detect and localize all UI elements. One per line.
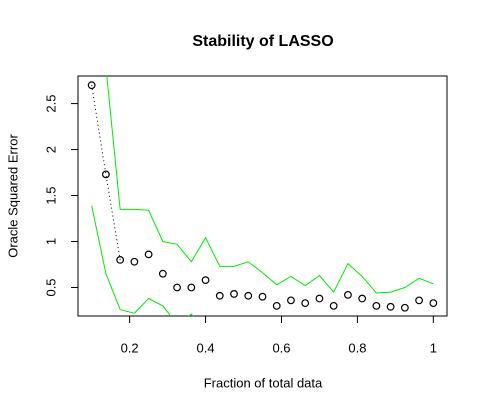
x-tick-label: 0.4 [197, 340, 215, 355]
series-line [91, 205, 194, 316]
x-tick-label: 0.2 [121, 340, 139, 355]
y-tick-label: 2 [43, 146, 58, 153]
data-point [201, 276, 210, 285]
x-tick-label: 1 [430, 340, 437, 355]
y-axis-label: Oracle Squared Error [5, 134, 20, 258]
data-point [287, 296, 295, 305]
y-tick-label: 2.5 [43, 95, 58, 113]
chart-title: Stability of LASSO [192, 33, 333, 50]
data-point [386, 302, 395, 311]
data-point [158, 269, 167, 278]
y-tick-label: 1 [43, 238, 58, 245]
data-point [329, 301, 338, 310]
data-point [215, 291, 224, 300]
series-line [106, 76, 434, 294]
data-point [415, 296, 423, 305]
data-point [130, 257, 139, 266]
data-point [102, 170, 110, 179]
x-tick-label: 0.8 [348, 340, 366, 355]
data-point [144, 250, 153, 259]
data-point [187, 283, 196, 292]
y-tick-label: 0.5 [43, 278, 58, 296]
series-line [91, 85, 121, 260]
data-point [244, 291, 253, 300]
x-axis-label: Fraction of total data [204, 375, 323, 390]
y-tick-label: 1.5 [43, 187, 58, 205]
data-point [429, 299, 438, 308]
data-point [358, 294, 367, 303]
data-point [258, 292, 267, 301]
plot-box [77, 75, 448, 317]
x-tick-label: 0.6 [272, 340, 290, 355]
data-point [372, 301, 381, 310]
data-point [230, 290, 238, 298]
data-point [87, 81, 96, 90]
data-point [301, 299, 310, 308]
data-point [173, 283, 181, 292]
plot-area [87, 76, 438, 316]
data-point [315, 294, 324, 303]
data-point [344, 290, 352, 299]
data-point [272, 301, 281, 310]
data-point [116, 256, 125, 264]
data-point [400, 303, 409, 312]
